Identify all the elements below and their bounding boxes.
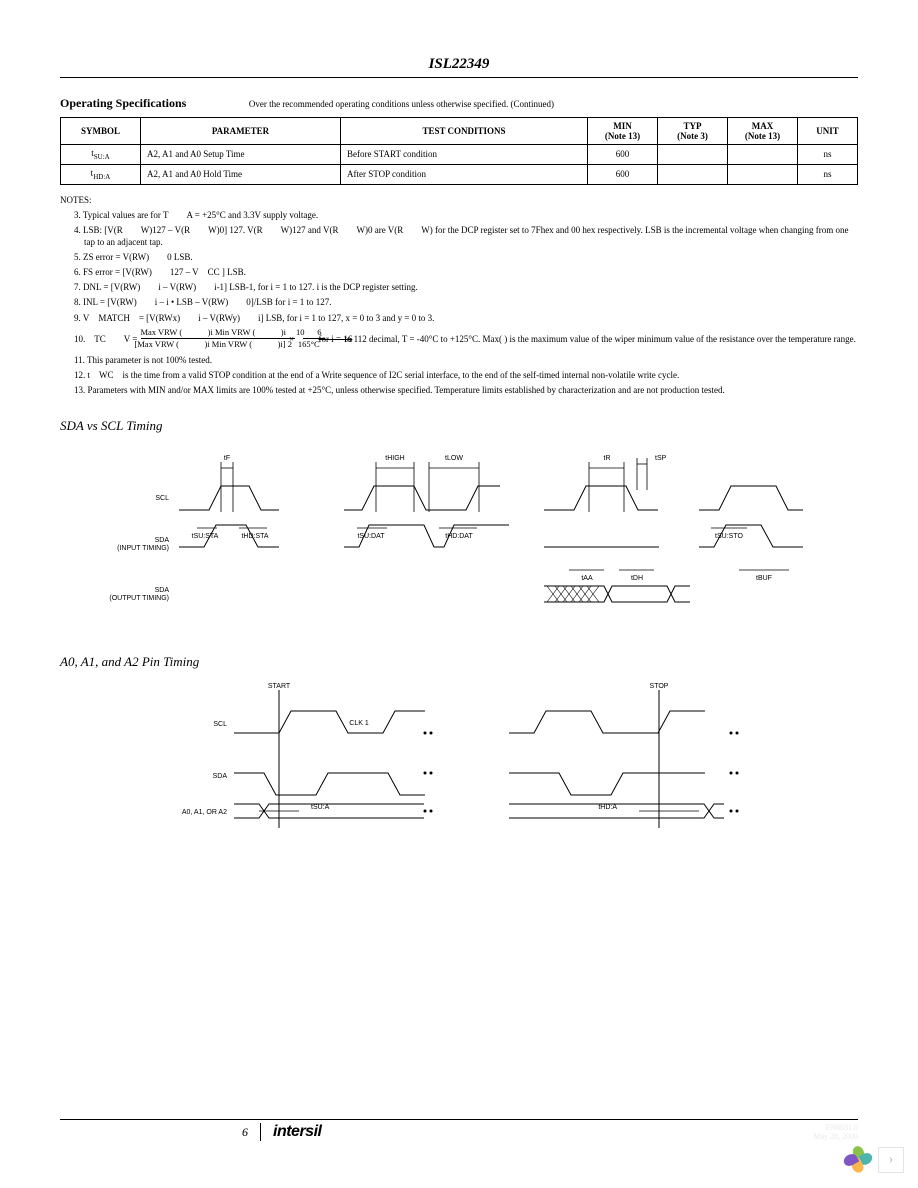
cell-typ xyxy=(658,145,728,165)
cell-symbol: tSU:A xyxy=(61,145,141,165)
cell-parameter: A2, A1 and A0 Hold Time xyxy=(141,164,341,184)
timing1-title: SDA vs SCL Timing xyxy=(60,418,858,434)
note-10-tail: to 112 decimal, T = -40°C to +125°C. Max… xyxy=(354,333,858,345)
lbl-tbuf: tBUF xyxy=(756,575,772,582)
lbl-tr: tR xyxy=(604,455,611,462)
col-parameter: PARAMETER xyxy=(141,118,341,145)
cell-min: 600 xyxy=(588,164,658,184)
spec-title: Operating Specifications xyxy=(60,96,186,110)
col-typ-label: TYP xyxy=(664,121,721,131)
table-row: tHD:AA2, A1 and A0 Hold TimeAfter STOP c… xyxy=(61,164,858,184)
lbl-scl: SCL xyxy=(155,495,169,502)
lbl-clk1: CLK 1 xyxy=(349,720,369,727)
lbl-tf: tF xyxy=(224,455,230,462)
note-item: 8. INL = [V(RW) i – i • LSB – V(RW) 0]/L… xyxy=(74,296,858,308)
lbl-sda-out: SDA xyxy=(155,587,170,594)
cell-test: After STOP condition xyxy=(341,164,588,184)
note-10-frac1: Max VRW ( )i Min VRW ( )i [Max VRW ( )i … xyxy=(141,327,295,351)
sda-scl-timing-diagram: SCL SDA (INPUT TIMING) SDA (OUTPUT TIMIN… xyxy=(99,442,819,632)
table-row: tSU:AA2, A1 and A0 Setup TimeBefore STAR… xyxy=(61,145,858,165)
notes-heading: NOTES: xyxy=(60,195,858,205)
note-item: 3. Typical values are for T A = +25°C an… xyxy=(74,209,858,221)
lbl-taa: tAA xyxy=(581,575,593,582)
lbl-stop: STOP xyxy=(650,683,669,690)
spec-table: SYMBOL PARAMETER TEST CONDITIONS MIN (No… xyxy=(60,117,858,185)
part-number-heading: ISL22349 xyxy=(60,56,858,78)
doc-info: FN6831.0 May 28, 2009 xyxy=(813,1123,858,1142)
page-number: 6 xyxy=(60,1125,260,1140)
col-test: TEST CONDITIONS xyxy=(341,118,588,145)
doc-date: May 28, 2009 xyxy=(813,1132,858,1142)
col-typ-note: (Note 3) xyxy=(664,131,721,141)
doc-number: FN6831.0 xyxy=(813,1123,858,1133)
spec-subtitle: Over the recommended operating condition… xyxy=(249,99,554,109)
lbl-tsusto: tSU:STO xyxy=(715,533,743,540)
lbl-thdsta: tHD:STA xyxy=(241,533,268,540)
frac1-bot: [Max VRW ( )i Min VRW ( )i] 2 xyxy=(141,339,295,350)
cell-max xyxy=(728,164,798,184)
cell-typ xyxy=(658,164,728,184)
lbl-thddat: tHD:DAT xyxy=(445,533,473,540)
spec-header-line: Operating Specifications Over the recomm… xyxy=(60,96,858,111)
col-unit: UNIT xyxy=(798,118,858,145)
lbl-tsudat: tSU:DAT xyxy=(357,533,385,540)
cell-unit: ns xyxy=(798,164,858,184)
lbl-tdh: tDH xyxy=(631,575,643,582)
note-item: 4. LSB: [V(R W)127 – V(R W)0] 127. V(R W… xyxy=(74,224,858,248)
lbl2-a012: A0, A1, OR A2 xyxy=(182,809,227,816)
page-footer: 6 intersil FN6831.0 May 28, 2009 xyxy=(60,1119,858,1142)
note-item: 13. Parameters with MIN and/or MAX limit… xyxy=(74,384,858,396)
note-item: 6. FS error = [V(RW) 127 – V CC ] LSB. xyxy=(74,266,858,278)
cell-unit: ns xyxy=(798,145,858,165)
col-max-note: (Note 13) xyxy=(734,131,791,141)
lbl-sda-out2: (OUTPUT TIMING) xyxy=(109,595,169,602)
note-item: 11. This parameter is not 100% tested. xyxy=(74,354,858,366)
lbl-tsusta: tSU:STA xyxy=(192,533,219,540)
note-item: 12. t WC is the time from a valid STOP c… xyxy=(74,369,858,381)
cell-test: Before START condition xyxy=(341,145,588,165)
cell-max xyxy=(728,145,798,165)
col-max-label: MAX xyxy=(734,121,791,131)
lbl-thda: tHD:A xyxy=(598,804,617,811)
col-min-note: (Note 13) xyxy=(594,131,651,141)
frac1-top: Max VRW ( )i Min VRW ( )i xyxy=(141,327,295,339)
note-10: 10. TC V = Max VRW ( )i Min VRW ( )i [Ma… xyxy=(74,327,858,351)
col-min: MIN (Note 13) xyxy=(588,118,658,145)
lbl-sda-in: SDA xyxy=(155,537,170,544)
lbl-start: START xyxy=(268,683,291,690)
lbl-thigh: tHIGH xyxy=(385,455,404,462)
intersil-logo: intersil xyxy=(260,1123,321,1141)
a0-a1-a2-timing-diagram: START STOP SCL SDA A0, A1, OR A2 CLK 1 t… xyxy=(139,678,779,848)
cell-symbol: tHD:A xyxy=(61,164,141,184)
col-min-label: MIN xyxy=(594,121,651,131)
lbl2-scl: SCL xyxy=(213,721,227,728)
cell-parameter: A2, A1 and A0 Setup Time xyxy=(141,145,341,165)
col-max: MAX (Note 13) xyxy=(728,118,798,145)
next-page-button[interactable]: › xyxy=(878,1147,904,1173)
timing2-title: A0, A1, and A2 Pin Timing xyxy=(60,654,858,670)
lbl-sda-in2: (INPUT TIMING) xyxy=(117,545,169,552)
note-item: 7. DNL = [V(RW) i – V(RW) i-1] LSB-1, fo… xyxy=(74,281,858,293)
table-header-row: SYMBOL PARAMETER TEST CONDITIONS MIN (No… xyxy=(61,118,858,145)
col-typ: TYP (Note 3) xyxy=(658,118,728,145)
cell-min: 600 xyxy=(588,145,658,165)
note-item: 5. ZS error = V(RW) 0 LSB. xyxy=(74,251,858,263)
lbl2-sda: SDA xyxy=(213,773,228,780)
note-item: 9. V MATCH = [V(RWx) i – V(RWy) i] LSB, … xyxy=(74,312,858,324)
col-symbol: SYMBOL xyxy=(61,118,141,145)
lbl-tlow: tLOW xyxy=(445,455,463,462)
lbl-tsp: tSP xyxy=(655,455,667,462)
notes-section: NOTES: 3. Typical values are for T A = +… xyxy=(60,195,858,396)
corner-widget: › xyxy=(844,1146,904,1174)
note-10-label: 10. TC V = xyxy=(84,333,137,345)
flower-icon xyxy=(844,1146,872,1174)
lbl-tsua: tSU:A xyxy=(311,804,330,811)
